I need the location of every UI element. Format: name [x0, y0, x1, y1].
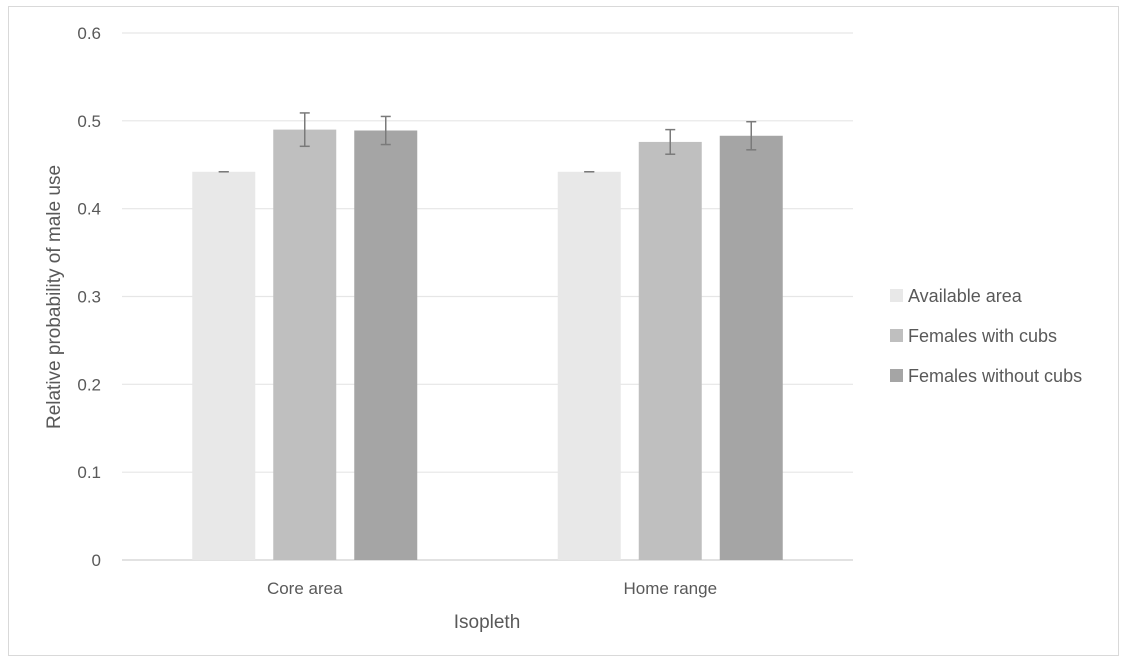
- bar: [638, 141, 702, 560]
- y-tick-label: 0.5: [77, 112, 101, 131]
- error-bar: [665, 128, 676, 155]
- legend-label: Available area: [908, 286, 1023, 306]
- legend-swatch: [890, 329, 903, 342]
- legend-swatch: [890, 289, 903, 302]
- legend: Available area Females with cubs Females w…: [890, 286, 1082, 386]
- x-axis-title: Isopleth: [454, 612, 521, 633]
- x-tick-label: Core area: [267, 579, 343, 598]
- x-tick-labels: Core area Home range: [267, 579, 717, 598]
- error-bar: [299, 112, 310, 148]
- y-tick-label: 0.1: [77, 463, 101, 482]
- bar: [354, 130, 418, 560]
- error-bar: [380, 115, 391, 146]
- error-bars: [218, 112, 757, 173]
- legend-label: Females with cubs: [908, 326, 1057, 346]
- bar: [557, 171, 621, 560]
- legend-item: Females without cubs: [890, 366, 1082, 386]
- legend-item: Females with cubs: [890, 326, 1057, 346]
- y-tick-label: 0.4: [77, 200, 101, 219]
- y-tick-label: 0.6: [77, 24, 101, 43]
- bars: [192, 129, 783, 560]
- y-tick-label: 0: [92, 551, 101, 570]
- y-tick-labels: 0 0.1 0.2 0.3 0.4 0.5 0.6: [77, 24, 101, 570]
- bar: [719, 135, 783, 560]
- legend-swatch: [890, 369, 903, 382]
- y-tick-label: 0.3: [77, 288, 101, 307]
- bar: [192, 171, 256, 560]
- y-axis-title: Relative probability of male use: [44, 165, 65, 429]
- bar: [273, 129, 337, 560]
- x-tick-label: Home range: [623, 579, 717, 598]
- error-bar: [746, 120, 757, 151]
- legend-item: Available area: [890, 286, 1023, 306]
- legend-label: Females without cubs: [908, 366, 1082, 386]
- y-tick-label: 0.2: [77, 375, 101, 394]
